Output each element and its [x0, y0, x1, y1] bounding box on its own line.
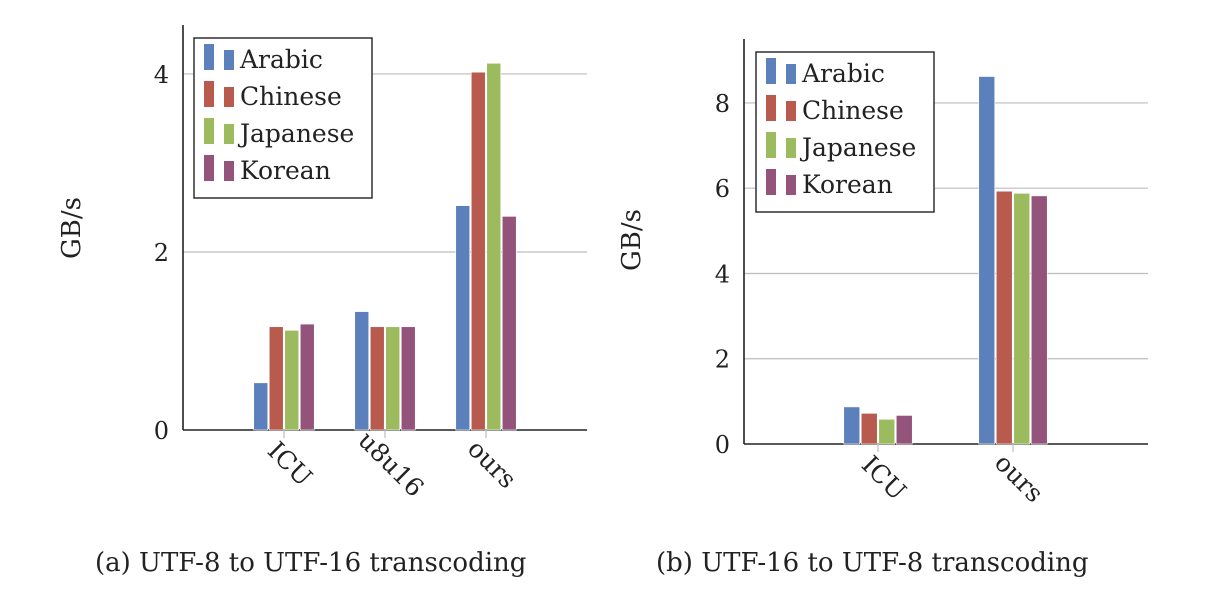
chart-a: 0 2 4 GB/s ICU u8u16 ours Arabic Chinese Japanese… — [57, 25, 587, 502]
bar-icu-japanese — [878, 418, 896, 445]
legend-swatch — [224, 124, 234, 144]
caption-b: (b) UTF-16 to UTF-8 transcoding — [656, 548, 1089, 578]
y-tick-label: 0 — [154, 417, 169, 445]
bar-ours-arabic — [978, 76, 996, 445]
legend-box — [193, 37, 373, 199]
bar-ours-chinese — [470, 71, 486, 431]
bar-icu-korean — [895, 415, 913, 445]
legend-swatch — [224, 50, 234, 70]
y-tick-label: 2 — [715, 346, 730, 374]
bar-icu-japanese — [284, 330, 300, 431]
legend-swatch — [224, 87, 234, 107]
legend-label: Chinese — [802, 96, 904, 125]
legend-swatch — [224, 161, 234, 181]
y-tick-label: 2 — [154, 239, 169, 267]
legend-swatch — [766, 132, 776, 158]
x-tick-label: u8u16 — [353, 425, 430, 502]
caption-a: (a) UTF-8 to UTF-16 transcoding — [95, 548, 527, 578]
bar-ours-korean — [501, 216, 517, 431]
y-axis-label: GB/s — [617, 209, 647, 271]
bar-u8u16-chinese — [369, 326, 385, 431]
bar-ours-japanese — [486, 62, 502, 431]
bar-icu-arabic — [253, 382, 269, 431]
bar-icu-arabic — [843, 406, 861, 445]
chart-b: 0 2 4 6 8 GB/s ICU ours Arabic Chinese Japanese Kor… — [617, 39, 1148, 508]
legend-swatch — [786, 175, 796, 195]
legend-swatch — [204, 155, 214, 181]
y-tick-label: 0 — [715, 431, 730, 459]
x-tick-label: ICU — [856, 450, 912, 506]
bar-icu-chinese — [860, 413, 878, 445]
y-tick-label: 4 — [715, 260, 730, 288]
bar-ours-chinese — [995, 190, 1013, 445]
legend-swatch — [766, 169, 776, 195]
legend-swatch — [786, 64, 796, 84]
legend-label: Japanese — [237, 119, 354, 148]
legend: Arabic Chinese Japanese Korean — [193, 37, 373, 199]
y-tick-label: 6 — [715, 175, 730, 203]
legend-label: Korean — [802, 170, 893, 199]
x-tick-label: ours — [462, 434, 522, 494]
bar-ours-korean — [1030, 195, 1048, 445]
legend-label: Chinese — [240, 82, 342, 111]
legend-label: Arabic — [239, 45, 323, 74]
legend-swatch — [204, 81, 214, 107]
y-tick-label: 8 — [715, 90, 730, 118]
bar-ours-arabic — [455, 205, 471, 431]
legend-label: Japanese — [799, 133, 916, 162]
legend-swatch — [786, 138, 796, 158]
x-tick-label: ICU — [262, 436, 318, 492]
bar-ours-japanese — [1013, 193, 1031, 445]
legend-swatch — [766, 95, 776, 121]
legend-swatch — [204, 44, 214, 70]
x-tick-label: ours — [989, 448, 1049, 508]
bar-icu-korean — [299, 323, 315, 431]
bar-u8u16-korean — [400, 326, 416, 431]
legend: Arabic Chinese Japanese Korean — [755, 51, 935, 213]
legend-swatch — [766, 58, 776, 84]
y-tick-label: 4 — [154, 61, 169, 89]
legend-swatch — [204, 118, 214, 144]
legend-box — [755, 51, 935, 213]
bar-icu-chinese — [268, 326, 284, 431]
bar-u8u16-japanese — [385, 326, 401, 431]
y-axis-label: GB/s — [57, 197, 87, 259]
legend-label: Arabic — [801, 59, 885, 88]
bar-u8u16-arabic — [354, 311, 370, 431]
legend-label: Korean — [240, 156, 331, 185]
legend-swatch — [786, 101, 796, 121]
